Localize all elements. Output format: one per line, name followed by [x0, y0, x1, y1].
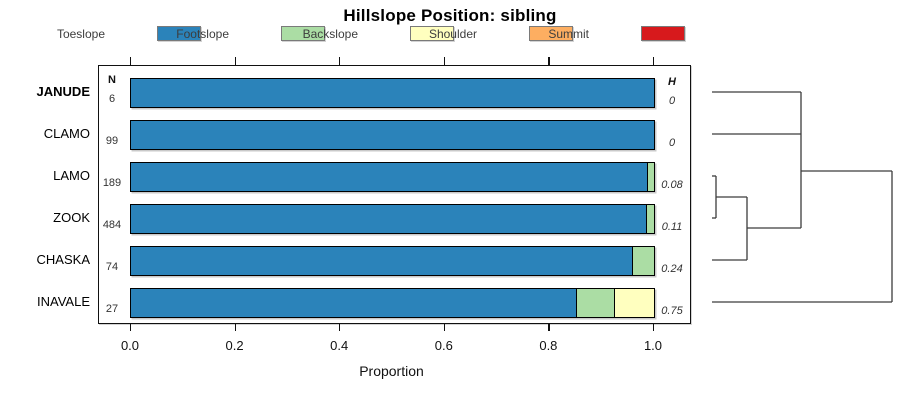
stacked-bar-clamo — [130, 120, 655, 150]
stacked-bar-inavale — [130, 288, 655, 318]
row-label-inavale: INAVALE — [37, 294, 90, 309]
legend-label: Shoulder — [428, 27, 477, 41]
bar-segment-toeslope — [131, 163, 649, 191]
legend-swatch-shoulder — [529, 26, 573, 41]
bar-segment-toeslope — [131, 289, 577, 317]
chart-title: Hillslope Position: sibling — [343, 6, 557, 25]
row-label-janude: JANUDE — [36, 84, 90, 99]
axis-tick-label: 0.8 — [539, 338, 558, 353]
legend-label: Footslope — [176, 27, 229, 41]
legend-label: Toeslope — [56, 27, 105, 41]
n-value: 6 — [108, 93, 116, 105]
stacked-bar-lamo — [130, 162, 655, 192]
h-value: 0.08 — [661, 179, 683, 191]
axis-tick-label: 1.0 — [643, 338, 663, 353]
h-value: 0 — [668, 95, 676, 107]
bar-segment-toeslope — [131, 79, 654, 107]
axis-tick-label: 0.0 — [120, 338, 140, 353]
axis-tick-label: 0.6 — [434, 338, 453, 353]
row-label-zook: ZOOK — [53, 210, 90, 225]
stacked-bar-chaska — [130, 246, 655, 276]
axis-tick-top — [339, 57, 341, 65]
bar-segment-toeslope — [131, 247, 633, 275]
legend-swatch-footslope — [281, 26, 325, 41]
n-value: 74 — [105, 261, 119, 273]
legend-swatch-summit — [641, 26, 685, 41]
row-label-chaska: CHASKA — [36, 252, 90, 267]
axis-tick-label: 0.4 — [330, 338, 349, 353]
n-value: 27 — [105, 303, 119, 315]
bar-segment-footslope — [648, 163, 654, 191]
legend-swatch-backslope — [410, 26, 454, 41]
n-column-header: N — [108, 74, 116, 86]
h-column-header: H — [668, 76, 676, 88]
axis-tick-top — [234, 57, 236, 65]
axis-tick-bottom — [548, 323, 550, 331]
h-value: 0.24 — [661, 263, 683, 275]
axis-tick-top — [443, 57, 445, 65]
bar-segment-footslope — [632, 247, 654, 275]
legend-label: Summit — [548, 27, 589, 41]
plot-area — [98, 65, 691, 324]
axis-tick-top — [130, 57, 132, 65]
x-axis-title: Proportion — [359, 363, 424, 379]
h-value: 0.75 — [661, 305, 683, 317]
stacked-bar-zook — [130, 204, 655, 234]
bar-segment-footslope — [576, 289, 616, 317]
axis-tick-bottom — [234, 323, 236, 331]
n-value: 484 — [102, 219, 122, 231]
row-label-clamo: CLAMO — [43, 126, 90, 141]
stacked-bar-janude — [130, 78, 655, 108]
axis-tick-top — [653, 57, 655, 65]
legend-label: Backslope — [302, 27, 358, 41]
h-value: 0 — [668, 137, 676, 149]
bar-segment-footslope — [646, 205, 654, 233]
axis-tick-label: 0.2 — [225, 338, 244, 353]
axis-tick-bottom — [130, 323, 132, 331]
legend-swatch-toeslope — [157, 26, 201, 41]
axis-tick-bottom — [443, 323, 445, 331]
n-value: 189 — [102, 177, 122, 189]
axis-tick-bottom — [339, 323, 341, 331]
bar-segment-toeslope — [131, 121, 654, 149]
h-value: 0.11 — [661, 221, 683, 233]
n-value: 99 — [105, 135, 119, 147]
axis-tick-bottom — [653, 323, 655, 331]
bar-segment-toeslope — [131, 205, 647, 233]
axis-tick-top — [548, 57, 550, 65]
row-label-lamo: LAMO — [53, 168, 90, 183]
bar-segment-backslope — [615, 289, 654, 317]
